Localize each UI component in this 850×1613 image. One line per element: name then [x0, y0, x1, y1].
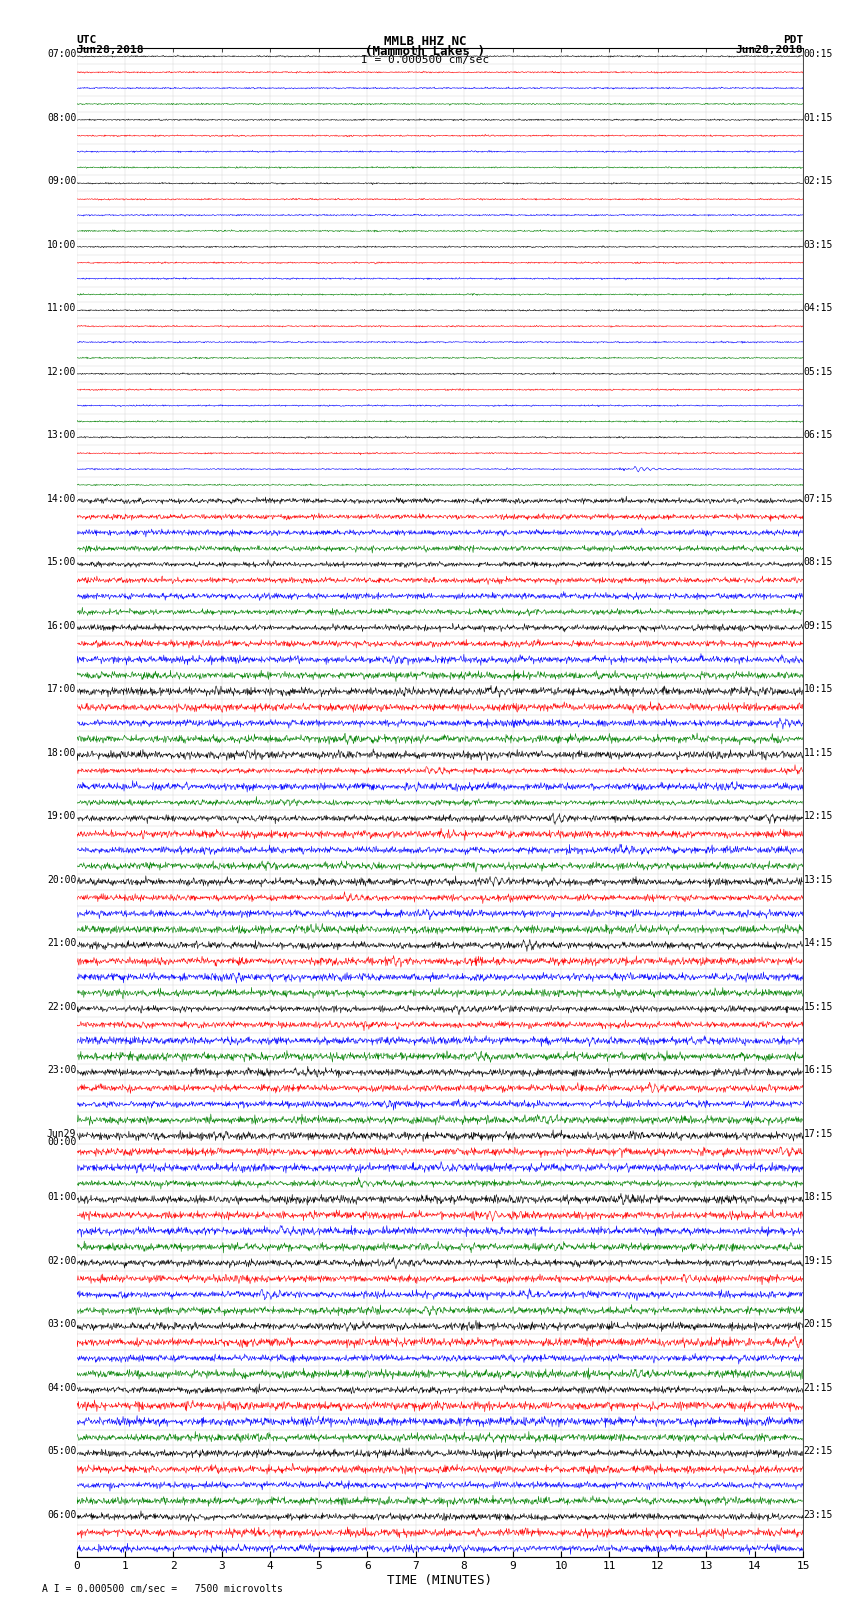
- Text: 11:00: 11:00: [47, 303, 76, 313]
- Text: (Mammoth Lakes ): (Mammoth Lakes ): [365, 45, 485, 58]
- Text: 10:00: 10:00: [47, 240, 76, 250]
- Text: 18:15: 18:15: [803, 1192, 833, 1202]
- Text: 21:15: 21:15: [803, 1382, 833, 1392]
- Text: 09:00: 09:00: [47, 176, 76, 185]
- Text: Jun29: Jun29: [47, 1129, 76, 1139]
- Text: 13:15: 13:15: [803, 874, 833, 884]
- Text: 05:00: 05:00: [47, 1447, 76, 1457]
- Text: 15:15: 15:15: [803, 1002, 833, 1011]
- Text: Jun28,2018: Jun28,2018: [736, 45, 803, 55]
- Text: 12:15: 12:15: [803, 811, 833, 821]
- Text: 21:00: 21:00: [47, 939, 76, 948]
- Text: Jun28,2018: Jun28,2018: [76, 45, 144, 55]
- Text: A I = 0.000500 cm/sec =   7500 microvolts: A I = 0.000500 cm/sec = 7500 microvolts: [42, 1584, 283, 1594]
- X-axis label: TIME (MINUTES): TIME (MINUTES): [388, 1574, 492, 1587]
- Text: 00:15: 00:15: [803, 48, 833, 60]
- Text: 04:00: 04:00: [47, 1382, 76, 1392]
- Text: 17:15: 17:15: [803, 1129, 833, 1139]
- Text: 13:00: 13:00: [47, 431, 76, 440]
- Text: UTC: UTC: [76, 35, 97, 45]
- Text: 08:15: 08:15: [803, 556, 833, 568]
- Text: 03:00: 03:00: [47, 1319, 76, 1329]
- Text: MMLB HHZ NC: MMLB HHZ NC: [383, 35, 467, 48]
- Text: 20:15: 20:15: [803, 1319, 833, 1329]
- Text: PDT: PDT: [783, 35, 803, 45]
- Text: 02:00: 02:00: [47, 1255, 76, 1266]
- Text: 16:00: 16:00: [47, 621, 76, 631]
- Text: 23:00: 23:00: [47, 1065, 76, 1076]
- Text: 05:15: 05:15: [803, 366, 833, 377]
- Text: 23:15: 23:15: [803, 1510, 833, 1519]
- Text: 09:15: 09:15: [803, 621, 833, 631]
- Text: 14:00: 14:00: [47, 494, 76, 503]
- Text: 15:00: 15:00: [47, 556, 76, 568]
- Text: 22:00: 22:00: [47, 1002, 76, 1011]
- Text: 18:00: 18:00: [47, 748, 76, 758]
- Text: 06:00: 06:00: [47, 1510, 76, 1519]
- Text: 08:00: 08:00: [47, 113, 76, 123]
- Text: 10:15: 10:15: [803, 684, 833, 694]
- Text: I = 0.000500 cm/sec: I = 0.000500 cm/sec: [361, 55, 489, 65]
- Text: 07:00: 07:00: [47, 48, 76, 60]
- Text: 07:15: 07:15: [803, 494, 833, 503]
- Text: 01:00: 01:00: [47, 1192, 76, 1202]
- Text: 12:00: 12:00: [47, 366, 76, 377]
- Text: 22:15: 22:15: [803, 1447, 833, 1457]
- Text: 03:15: 03:15: [803, 240, 833, 250]
- Text: 19:00: 19:00: [47, 811, 76, 821]
- Text: 14:15: 14:15: [803, 939, 833, 948]
- Text: 02:15: 02:15: [803, 176, 833, 185]
- Text: 06:15: 06:15: [803, 431, 833, 440]
- Text: 16:15: 16:15: [803, 1065, 833, 1076]
- Text: 19:15: 19:15: [803, 1255, 833, 1266]
- Text: 17:00: 17:00: [47, 684, 76, 694]
- Text: 04:15: 04:15: [803, 303, 833, 313]
- Text: 20:00: 20:00: [47, 874, 76, 884]
- Text: 11:15: 11:15: [803, 748, 833, 758]
- Text: 00:00: 00:00: [47, 1137, 76, 1147]
- Text: 01:15: 01:15: [803, 113, 833, 123]
